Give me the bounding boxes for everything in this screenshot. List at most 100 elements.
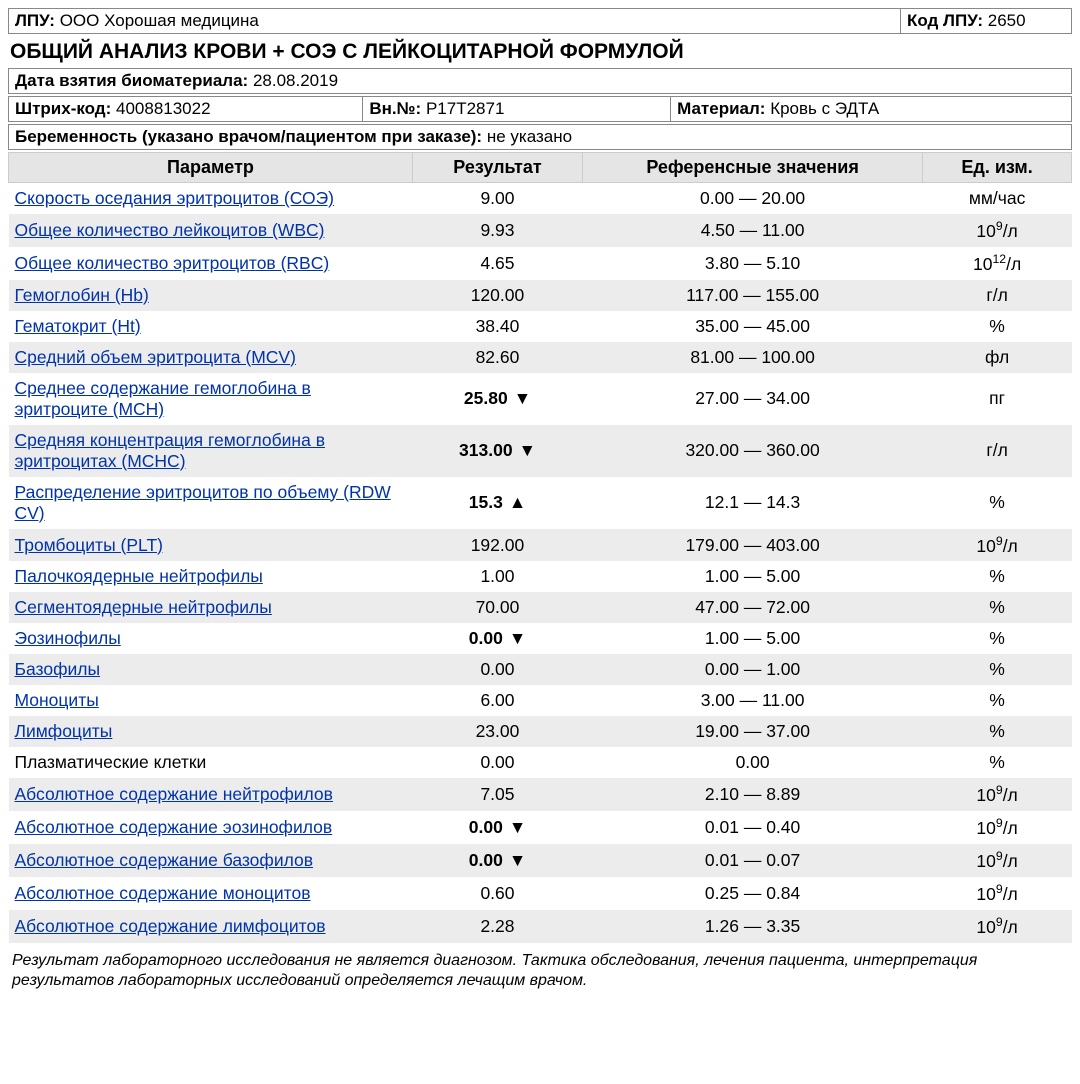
- barcode-value: 4008813022: [116, 99, 211, 118]
- arrow-up-icon: ▲: [509, 492, 526, 512]
- ids-row: Штрих-код: 4008813022 Вн.№: Р17Т2871 Мат…: [8, 96, 1072, 122]
- sample-date-cell: Дата взятия биоматериала: 28.08.2019: [9, 69, 1071, 93]
- col-result: Результат: [412, 153, 582, 183]
- param-cell[interactable]: Моноциты: [9, 685, 413, 716]
- pregnancy-cell: Беременность (указано врачом/пациентом п…: [9, 125, 1071, 149]
- unit-cell: 109/л: [923, 214, 1072, 247]
- reference-cell: 179.00 — 403.00: [583, 529, 923, 562]
- param-cell[interactable]: Распределение эритроцитов по объему (RDW…: [9, 477, 413, 529]
- table-row: Скорость оседания эритроцитов (СОЭ)9.000…: [9, 183, 1072, 215]
- report-title: ОБЩИЙ АНАЛИЗ КРОВИ + СОЭ С ЛЕЙКОЦИТАРНОЙ…: [8, 36, 1072, 68]
- unit-cell: 109/л: [923, 811, 1072, 844]
- reference-cell: 19.00 — 37.00: [583, 716, 923, 747]
- reference-cell: 117.00 — 155.00: [583, 280, 923, 311]
- param-cell[interactable]: Средняя концентрация гемоглобина в эритр…: [9, 425, 413, 477]
- barcode-cell: Штрих-код: 4008813022: [9, 97, 363, 121]
- vn-value: Р17Т2871: [426, 99, 504, 118]
- unit-cell: 109/л: [923, 778, 1072, 811]
- param-cell[interactable]: Среднее содержание гемоглобина в эритроц…: [9, 373, 413, 425]
- result-cell: 6.00: [412, 685, 582, 716]
- unit-cell: 1012/л: [923, 247, 1072, 280]
- result-cell: 0.00: [412, 747, 582, 778]
- table-row: Гемоглобин (Hb)120.00117.00 — 155.00г/л: [9, 280, 1072, 311]
- param-cell[interactable]: Лимфоциты: [9, 716, 413, 747]
- param-cell[interactable]: Средний объем эритроцита (MCV): [9, 342, 413, 373]
- param-cell[interactable]: Сегментоядерные нейтрофилы: [9, 592, 413, 623]
- result-cell: 25.80▼: [412, 373, 582, 425]
- table-row: Средняя концентрация гемоглобина в эритр…: [9, 425, 1072, 477]
- result-cell: 313.00▼: [412, 425, 582, 477]
- param-cell[interactable]: Скорость оседания эритроцитов (СОЭ): [9, 183, 413, 215]
- param-cell[interactable]: Абсолютное содержание нейтрофилов: [9, 778, 413, 811]
- reference-cell: 27.00 — 34.00: [583, 373, 923, 425]
- param-cell[interactable]: Гемоглобин (Hb): [9, 280, 413, 311]
- lpu-cell: ЛПУ: ООО Хорошая медицина: [9, 9, 901, 33]
- param-cell[interactable]: Эозинофилы: [9, 623, 413, 654]
- reference-cell: 35.00 — 45.00: [583, 311, 923, 342]
- param-cell[interactable]: Абсолютное содержание моноцитов: [9, 877, 413, 910]
- pregnancy-label: Беременность (указано врачом/пациентом п…: [15, 127, 482, 146]
- col-reference: Референсные значения: [583, 153, 923, 183]
- result-cell: 7.05: [412, 778, 582, 811]
- param-cell[interactable]: Абсолютное содержание эозинофилов: [9, 811, 413, 844]
- unit-cell: %: [923, 592, 1072, 623]
- param-cell[interactable]: Палочкоядерные нейтрофилы: [9, 561, 413, 592]
- result-cell: 9.00: [412, 183, 582, 215]
- table-row: Общее количество эритроцитов (RBC)4.653.…: [9, 247, 1072, 280]
- result-cell: 192.00: [412, 529, 582, 562]
- pregnancy-row: Беременность (указано врачом/пациентом п…: [8, 124, 1072, 150]
- result-cell: 38.40: [412, 311, 582, 342]
- table-row: Эозинофилы0.00▼1.00 — 5.00%: [9, 623, 1072, 654]
- unit-cell: мм/час: [923, 183, 1072, 215]
- table-row: Лимфоциты23.0019.00 — 37.00%: [9, 716, 1072, 747]
- reference-cell: 2.10 — 8.89: [583, 778, 923, 811]
- lpu-label: ЛПУ:: [15, 11, 55, 30]
- param-cell[interactable]: Общее количество лейкоцитов (WBC): [9, 214, 413, 247]
- result-cell: 4.65: [412, 247, 582, 280]
- result-cell: 0.00▼: [412, 623, 582, 654]
- arrow-down-icon: ▼: [514, 388, 531, 408]
- param-cell[interactable]: Абсолютное содержание базофилов: [9, 844, 413, 877]
- sample-date-value: 28.08.2019: [253, 71, 338, 90]
- material-cell: Материал: Кровь с ЭДТА: [671, 97, 1071, 121]
- table-row: Тромбоциты (PLT)192.00179.00 — 403.00109…: [9, 529, 1072, 562]
- param-cell[interactable]: Гематокрит (Ht): [9, 311, 413, 342]
- reference-cell: 4.50 — 11.00: [583, 214, 923, 247]
- unit-cell: г/л: [923, 425, 1072, 477]
- sample-date-row: Дата взятия биоматериала: 28.08.2019: [8, 68, 1072, 94]
- param-cell[interactable]: Абсолютное содержание лимфоцитов: [9, 910, 413, 943]
- result-cell: 1.00: [412, 561, 582, 592]
- unit-cell: %: [923, 477, 1072, 529]
- result-cell: 70.00: [412, 592, 582, 623]
- reference-cell: 1.00 — 5.00: [583, 623, 923, 654]
- reference-cell: 0.00 — 1.00: [583, 654, 923, 685]
- result-cell: 2.28: [412, 910, 582, 943]
- arrow-down-icon: ▼: [519, 440, 536, 460]
- unit-cell: %: [923, 747, 1072, 778]
- unit-cell: 109/л: [923, 844, 1072, 877]
- reference-cell: 1.00 — 5.00: [583, 561, 923, 592]
- reference-cell: 3.00 — 11.00: [583, 685, 923, 716]
- table-row: Абсолютное содержание базофилов0.00▼0.01…: [9, 844, 1072, 877]
- col-unit: Ед. изм.: [923, 153, 1072, 183]
- reference-cell: 0.25 — 0.84: [583, 877, 923, 910]
- param-cell: Плазматические клетки: [9, 747, 413, 778]
- reference-cell: 0.01 — 0.07: [583, 844, 923, 877]
- table-row: Палочкоядерные нейтрофилы1.001.00 — 5.00…: [9, 561, 1072, 592]
- table-row: Распределение эритроцитов по объему (RDW…: [9, 477, 1072, 529]
- lpu-value: ООО Хорошая медицина: [60, 11, 259, 30]
- param-cell[interactable]: Базофилы: [9, 654, 413, 685]
- table-header-row: Параметр Результат Референсные значения …: [9, 153, 1072, 183]
- lpu-code-cell: Код ЛПУ: 2650: [901, 9, 1071, 33]
- reference-cell: 3.80 — 5.10: [583, 247, 923, 280]
- param-cell[interactable]: Общее количество эритроцитов (RBC): [9, 247, 413, 280]
- lpu-code-value: 2650: [988, 11, 1026, 30]
- header-lpu-row: ЛПУ: ООО Хорошая медицина Код ЛПУ: 2650: [8, 8, 1072, 34]
- material-value: Кровь с ЭДТА: [770, 99, 879, 118]
- barcode-label: Штрих-код:: [15, 99, 111, 118]
- material-label: Материал:: [677, 99, 765, 118]
- reference-cell: 12.1 — 14.3: [583, 477, 923, 529]
- table-row: Общее количество лейкоцитов (WBC)9.934.5…: [9, 214, 1072, 247]
- table-row: Абсолютное содержание лимфоцитов2.281.26…: [9, 910, 1072, 943]
- param-cell[interactable]: Тромбоциты (PLT): [9, 529, 413, 562]
